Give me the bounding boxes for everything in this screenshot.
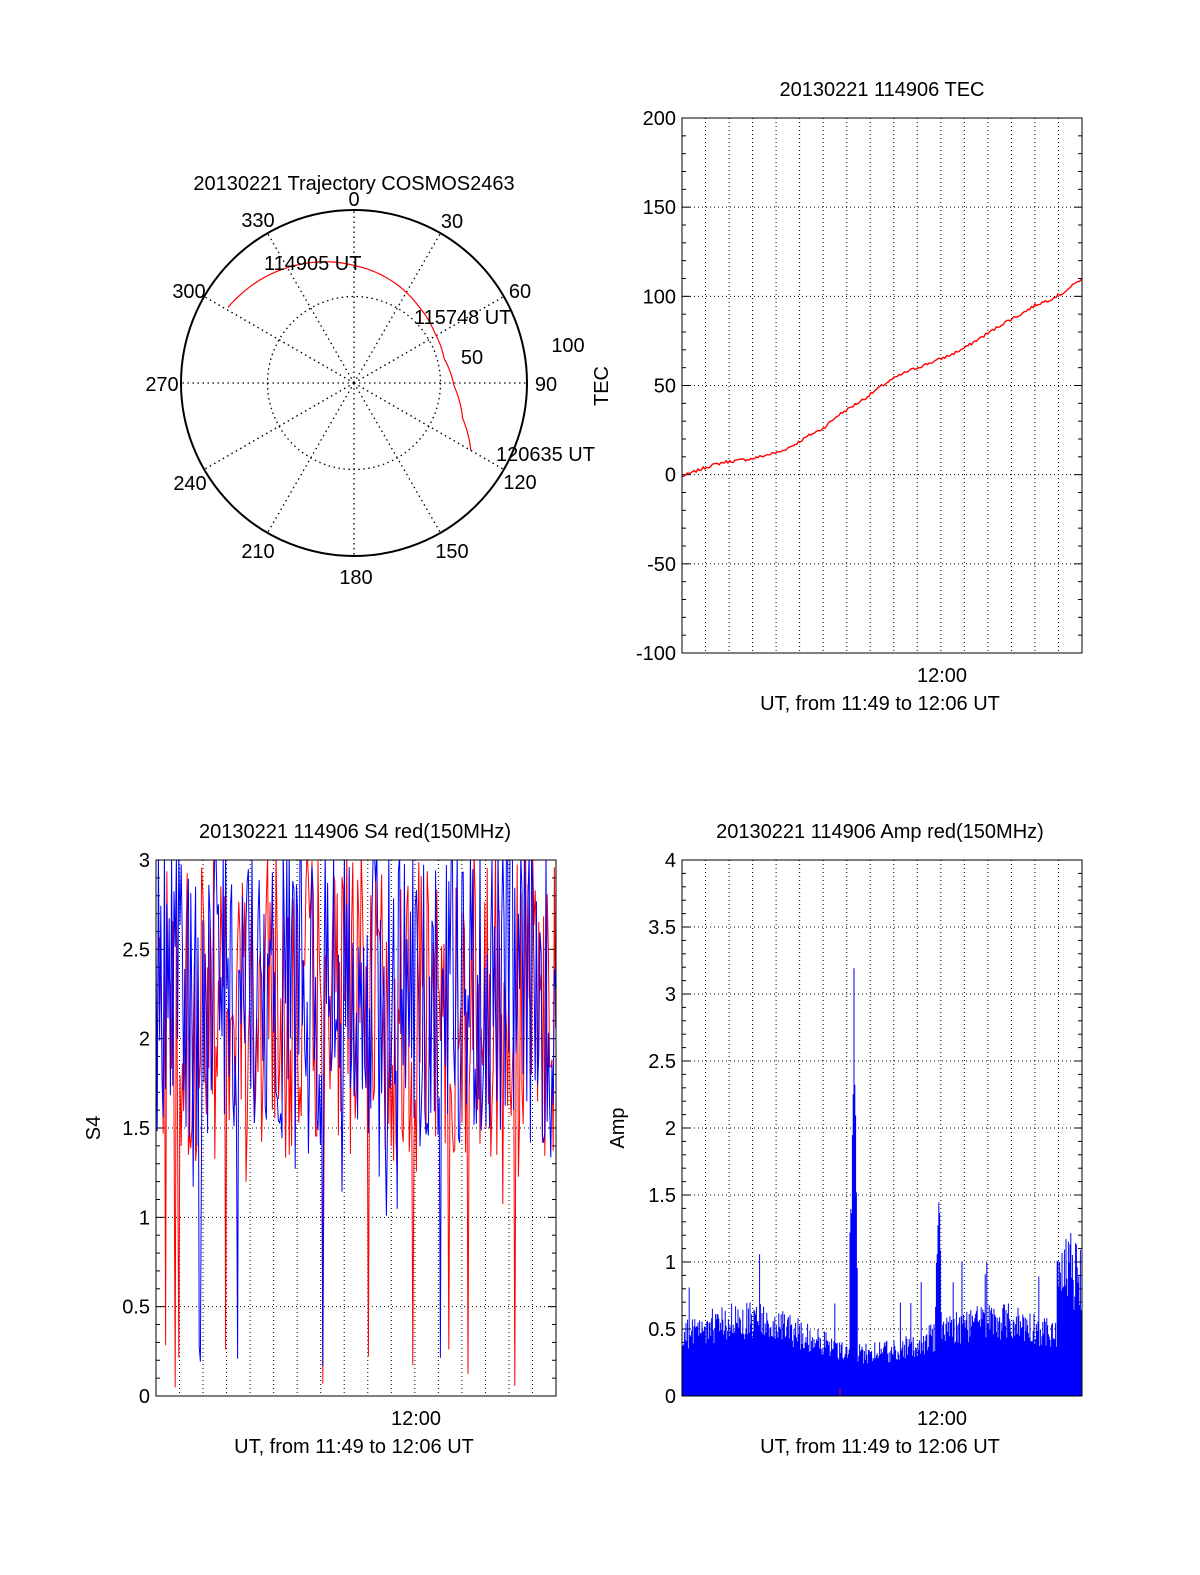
y-tick-label: 1: [665, 1252, 676, 1274]
polar-annotation: 115748 UT: [414, 307, 511, 329]
tec-x-tick-label: 12:00: [917, 665, 967, 687]
polar-angle-label: 240: [173, 473, 206, 495]
polar-spoke: [353, 295, 505, 384]
polar-angle-labels: 0 30 60 90 120 150 180 210 240 270 300 330: [145, 189, 557, 589]
polar-angle-label: 330: [241, 210, 274, 232]
y-tick-label: 1.5: [648, 1185, 676, 1207]
polar-angle-label: 270: [145, 374, 178, 396]
polar-spoke: [266, 382, 355, 534]
s4-series-red: [156, 860, 556, 1388]
s4-x-tick-label: 12:00: [391, 1408, 441, 1430]
y-tick-label: 0: [139, 1386, 150, 1408]
tec-plot: 20130221 114906 TEC -100-50050100150200 …: [591, 79, 1083, 715]
s4-xlabel: UT, from 11:49 to 12:06 UT: [234, 1436, 474, 1458]
polar-plot: 20130221 Trajectory COSMOS2463 0 30 60 90 12…: [145, 173, 595, 589]
amp-ylabel: Amp: [607, 1107, 629, 1148]
s4-series-blue: [156, 860, 556, 1366]
amp-x-tick-label: 12:00: [917, 1408, 967, 1430]
y-tick-label: 4: [665, 850, 676, 872]
amp-series-area: [682, 968, 1082, 1396]
y-tick-label: 1.5: [122, 1118, 150, 1140]
polar-radius-label: 100: [551, 335, 584, 357]
y-tick-label: 0.5: [122, 1297, 150, 1319]
s4-frame: [155, 859, 557, 1397]
amp-plot: 20130221 114906 Amp red(150MHz) 0 0.5 1 1.5…: [607, 821, 1083, 1458]
polar-spoke: [353, 382, 442, 534]
polar-angle-label: 210: [241, 541, 274, 563]
polar-grid: [180, 209, 528, 557]
y-tick-label: 2: [665, 1118, 676, 1140]
trajectory-path: [227, 261, 472, 451]
polar-angle-label: 0: [348, 189, 359, 211]
y-tick-label: 100: [643, 286, 676, 308]
polar-spoke: [353, 382, 505, 471]
y-tick-label: 0.5: [648, 1319, 676, 1341]
polar-angle-label: 300: [172, 281, 205, 303]
polar-annotation: 114905 UT: [264, 253, 361, 275]
polar-annotations: 114905 UT 115748 UT 120635 UT: [264, 253, 595, 466]
tec-frame: [681, 117, 1083, 654]
polar-radius-label: 50: [461, 347, 483, 369]
y-tick-label: 50: [654, 376, 676, 398]
y-tick-label: 2.5: [122, 939, 150, 961]
polar-angle-label: 180: [339, 567, 372, 589]
polar-outer-circle: [180, 209, 528, 557]
amp-xlabel: UT, from 11:49 to 12:06 UT: [760, 1436, 1000, 1458]
y-tick-label: -100: [636, 643, 676, 665]
tec-y-tick-labels: -100 -50 0 50 100 150 200: [636, 108, 676, 665]
s4-y-tick-labels: 0 0.5 1 1.5 2 2.5 3: [122, 850, 150, 1408]
polar-radius-labels: 50 100: [461, 335, 585, 369]
amp-frame: [681, 859, 1083, 1397]
amp-title: 20130221 114906 Amp red(150MHz): [716, 821, 1044, 843]
y-tick-label: 0: [665, 1386, 676, 1408]
polar-angle-label: 150: [435, 541, 468, 563]
polar-annotation: 120635 UT: [496, 444, 595, 466]
y-tick-label: 2.5: [648, 1051, 676, 1073]
polar-title: 20130221 Trajectory COSMOS2463: [193, 173, 514, 195]
s4-ylabel: S4: [83, 1116, 105, 1140]
y-tick-label: 0: [665, 465, 676, 487]
polar-spoke: [353, 232, 442, 384]
tec-xlabel: UT, from 11:49 to 12:06 UT: [760, 693, 1000, 715]
polar-spoke: [203, 295, 355, 384]
y-tick-label: 3.5: [648, 917, 676, 939]
polar-spoke: [266, 232, 355, 384]
amp-grid: [682, 859, 1082, 1397]
y-tick-label: 2: [139, 1029, 150, 1051]
y-tick-label: 150: [643, 197, 676, 219]
amp-y-tick-labels: 0 0.5 1 1.5 2 2.5 3 3.5 4: [648, 850, 676, 1408]
y-tick-label: -50: [647, 554, 676, 576]
tec-series-line: [682, 278, 1082, 478]
s4-plot: 20130221 114906 S4 red(150MHz) 0 0.5 1 1.5 2…: [83, 821, 557, 1458]
polar-angle-label: 90: [535, 374, 557, 396]
tec-title: 20130221 114906 TEC: [780, 79, 985, 101]
polar-spoke: [203, 382, 355, 471]
y-tick-label: 200: [643, 108, 676, 130]
s4-title: 20130221 114906 S4 red(150MHz): [199, 821, 511, 843]
tec-ylabel: TEC: [591, 366, 613, 406]
polar-angle-label: 60: [509, 281, 531, 303]
y-tick-label: 1: [139, 1207, 150, 1229]
y-tick-label: 3: [665, 984, 676, 1006]
y-tick-label: 3: [139, 850, 150, 872]
polar-angle-label: 120: [503, 472, 536, 494]
polar-angle-label: 30: [441, 211, 463, 233]
